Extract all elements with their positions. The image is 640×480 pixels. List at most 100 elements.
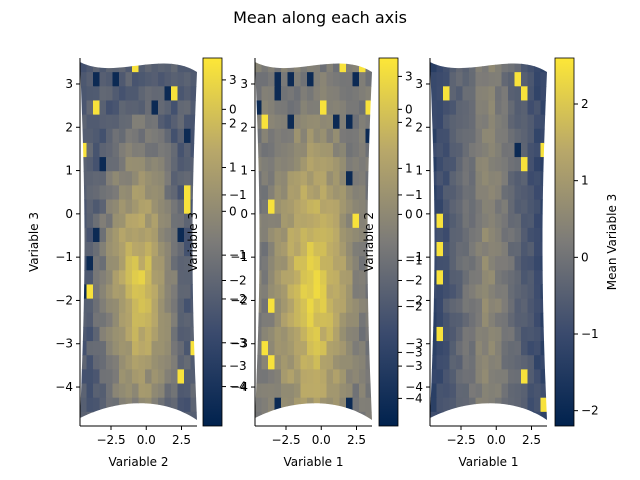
heatmap-cell [151, 411, 159, 420]
heatmap-cell [534, 171, 542, 186]
heatmap-cell [540, 312, 547, 328]
heatmap-cell [540, 242, 547, 257]
heatmap-cell [495, 62, 503, 73]
heatmap-cell [534, 397, 542, 413]
heatmap-cell [261, 157, 269, 172]
heatmap-cell [300, 355, 308, 370]
heatmap-cell [190, 355, 197, 370]
heatmap-cell [268, 213, 276, 229]
heatmap-cell [294, 62, 302, 73]
heatmap-cell [106, 397, 114, 413]
heatmap-cell [436, 199, 444, 215]
heatmap-cell [268, 242, 276, 257]
heatmap-cell [527, 227, 535, 243]
heatmap-cell [307, 185, 315, 201]
heatmap-cell [99, 242, 107, 257]
heatmap-cell [86, 284, 94, 300]
heatmap-cell [300, 157, 308, 172]
heatmap-cell [527, 284, 535, 300]
heatmap-cell [352, 298, 360, 314]
heatmap-cell [99, 256, 107, 271]
heatmap-cell [145, 355, 153, 370]
heatmap-cell [475, 199, 483, 215]
heatmap-cell [508, 114, 516, 130]
heatmap-cell [171, 397, 179, 413]
heatmap-cell [514, 284, 522, 300]
heatmap-cell [326, 326, 334, 342]
heatmap-cell [313, 397, 321, 413]
panel-1: 3 2 1 0 −1 −2 −3 −4 −2.5 0.0 2.5 Variable 2 Variable… [27, 57, 247, 469]
heatmap-cell [132, 326, 140, 342]
heatmap-cell [501, 157, 509, 172]
y-tick-label: 0 [240, 207, 248, 221]
heatmap-cell [495, 157, 503, 172]
heatmap-cell [482, 383, 490, 399]
heatmap-cell [462, 199, 470, 215]
heatmap-cell [261, 100, 269, 116]
heatmap-cell [274, 171, 282, 186]
heatmap-cell [112, 411, 120, 420]
heatmap-cell [359, 341, 367, 356]
heatmap-cell [119, 312, 127, 328]
heatmap-cell [495, 341, 503, 356]
heatmap-cell [508, 284, 516, 300]
colorbar-label: Variable 2 [362, 212, 376, 272]
heatmap-cell [456, 128, 464, 144]
heatmap-cell [177, 86, 185, 102]
heatmap-cell [125, 199, 133, 215]
heatmap-cell [145, 270, 153, 286]
heatmap-cell [99, 114, 107, 130]
heatmap-cell [268, 114, 276, 130]
heatmap-cell [190, 298, 197, 314]
heatmap-cell [281, 341, 289, 356]
colorbar-2: 3 2 1 0 −1 −2 −3 −4 0 −1 −2 −3 Variable 2 [362, 57, 423, 427]
heatmap-cell [274, 341, 282, 356]
heatmap-cell [80, 397, 88, 413]
heatmap-cell [274, 142, 282, 158]
heatmap-cell [352, 171, 360, 186]
heatmap-cell [158, 397, 166, 413]
heatmap-cell [274, 227, 282, 243]
heatmap-cell [482, 157, 490, 172]
heatmap-cell [469, 157, 477, 172]
heatmap-cell [333, 100, 341, 116]
heatmap-cell [456, 312, 464, 328]
heatmap-cell [326, 86, 334, 102]
heatmap-cell [151, 242, 159, 257]
heatmap-cell [145, 62, 153, 73]
heatmap-cell [287, 411, 295, 420]
heatmap-cell [449, 128, 457, 144]
heatmap-cell [268, 227, 276, 243]
heatmap-cell [333, 284, 341, 300]
heatmap-cell [320, 355, 328, 370]
heatmap-cell [436, 270, 444, 286]
heatmap-cell [449, 142, 457, 158]
heatmap-cell [158, 72, 166, 87]
heatmap-cell [436, 256, 444, 271]
heatmap-cell [164, 383, 172, 399]
heatmap-cell [106, 355, 114, 370]
heatmap-cell [475, 213, 483, 229]
heatmap-cell [274, 270, 282, 286]
heatmap-cell [164, 199, 172, 215]
heatmap-cell [274, 383, 282, 399]
heatmap-cell [132, 242, 140, 257]
heatmap-cell [365, 383, 372, 399]
heatmap-cell [119, 242, 127, 257]
heatmap-cell [346, 411, 354, 420]
colorbar-tick-label: −2 [229, 274, 247, 288]
heatmap-cell [436, 326, 444, 342]
heatmap-cell [449, 62, 457, 73]
colorbar-tick-label: −2 [581, 404, 599, 418]
heatmap-cell [521, 383, 529, 399]
heatmap-cell [313, 157, 321, 172]
heatmap-cell [333, 341, 341, 356]
heatmap-cell [190, 326, 197, 342]
heatmap-cell [171, 114, 179, 130]
heatmap-cell [119, 114, 127, 130]
heatmap-cell [508, 185, 516, 201]
heatmap-cell [177, 72, 185, 87]
heatmap-cell [534, 72, 542, 87]
heatmap-cell [359, 284, 367, 300]
heatmap-cell [99, 411, 107, 420]
